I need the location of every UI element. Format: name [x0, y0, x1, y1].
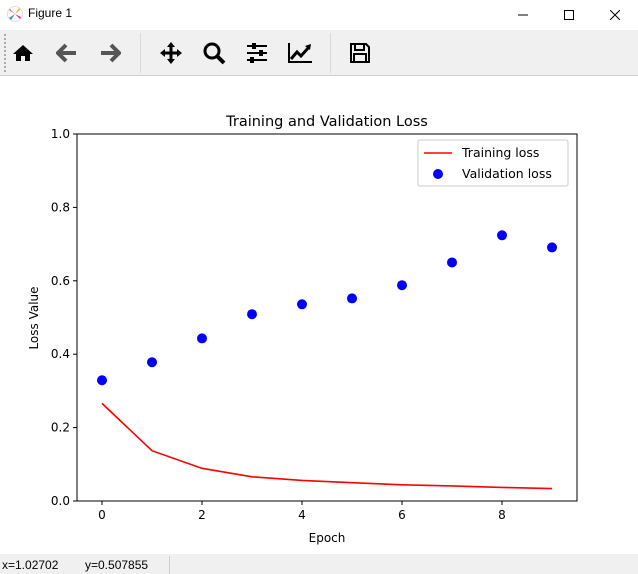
close-button[interactable]	[592, 0, 638, 30]
validation-loss-point	[147, 357, 157, 368]
validation-loss-point	[247, 309, 257, 320]
validation-loss-point	[397, 280, 407, 291]
matplotlib-logo-icon	[7, 6, 23, 22]
validation-loss-point	[197, 333, 207, 344]
pan-button[interactable]	[156, 38, 186, 68]
y-axis-label: Loss Value	[27, 286, 41, 349]
legend-marker-swatch	[433, 169, 443, 179]
status-bar: x=1.02702 y=0.507855	[0, 554, 638, 574]
cursor-x-readout: x=1.02702	[2, 558, 59, 572]
minimize-icon	[518, 14, 528, 16]
home-button[interactable]	[8, 38, 38, 68]
forward-arrow-icon	[101, 43, 121, 63]
toolbar-separator	[140, 33, 141, 73]
validation-loss-point	[547, 242, 557, 253]
save-button[interactable]	[345, 38, 375, 68]
back-arrow-icon	[56, 43, 76, 63]
figure-canvas[interactable]: Training and Validation Loss Epoch Loss …	[0, 76, 638, 554]
toolbar	[0, 30, 638, 76]
legend	[417, 139, 569, 187]
x-tick-label: 2	[198, 508, 206, 522]
save-floppy-icon	[350, 43, 370, 63]
zoom-magnifier-icon	[203, 42, 226, 65]
pan-move-icon	[160, 42, 182, 64]
x-tick-label: 6	[398, 508, 406, 522]
configure-subplots-button[interactable]	[242, 38, 272, 68]
validation-loss-point	[97, 375, 107, 386]
y-tick-label: 1.0	[51, 127, 70, 141]
forward-button[interactable]	[95, 38, 125, 68]
validation-loss-point	[297, 299, 307, 310]
y-tick-label: 0.4	[51, 347, 70, 361]
legend-entry: Training loss	[461, 145, 539, 160]
status-divider	[169, 556, 170, 574]
y-tick-label: 0.6	[51, 274, 70, 288]
home-icon	[13, 45, 33, 61]
validation-loss-point	[497, 230, 507, 241]
edit-axis-button[interactable]	[285, 38, 315, 68]
configure-subplots-icon	[247, 43, 267, 63]
y-tick-label: 0.2	[51, 421, 70, 435]
y-tick-label: 0.0	[51, 494, 70, 508]
validation-loss-point	[347, 293, 357, 304]
x-tick-label: 8	[498, 508, 506, 522]
plot-area[interactable]	[76, 133, 578, 502]
x-axis-label: Epoch	[309, 531, 346, 545]
zoom-button[interactable]	[199, 38, 229, 68]
minimize-button[interactable]	[500, 0, 546, 30]
legend-entry: Validation loss	[462, 166, 552, 181]
edit-axis-curve-icon	[288, 43, 312, 63]
x-tick-label: 4	[298, 508, 306, 522]
window-title: Figure 1	[28, 6, 73, 20]
close-icon	[610, 10, 620, 20]
toolbar-separator	[330, 33, 331, 73]
toolbar-grip[interactable]	[4, 34, 8, 72]
training-loss-line	[101, 402, 553, 490]
back-button[interactable]	[52, 38, 82, 68]
maximize-icon	[564, 10, 574, 20]
title-bar: Figure 1	[0, 0, 638, 30]
chart-title: Training and Validation Loss	[225, 114, 428, 130]
maximize-button[interactable]	[546, 0, 592, 30]
cursor-y-readout: y=0.507855	[85, 558, 149, 572]
y-tick-label: 0.8	[51, 200, 70, 214]
x-tick-label: 0	[98, 508, 106, 522]
validation-loss-point	[447, 257, 457, 268]
